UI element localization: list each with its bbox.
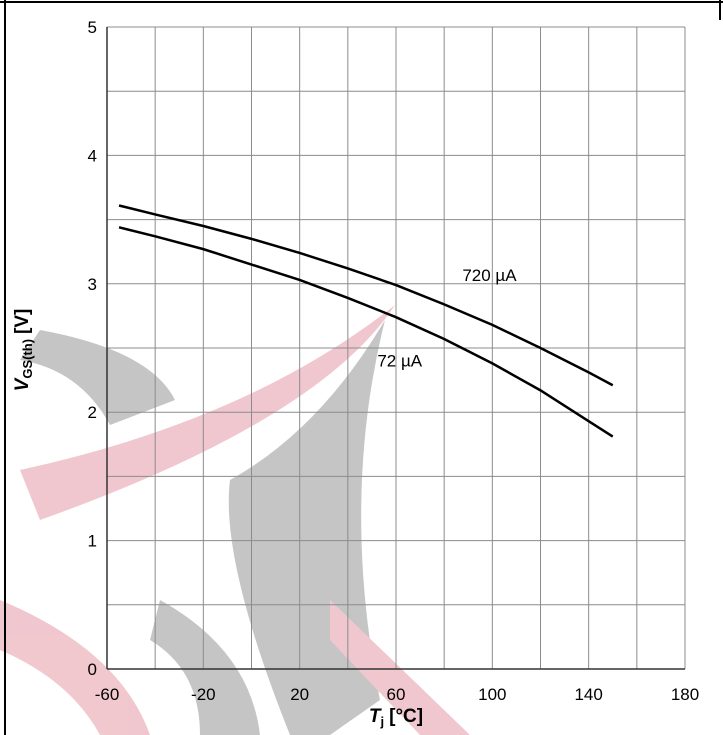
y-subscript: GS(th) [20, 339, 35, 379]
y-tick-label: 4 [88, 146, 97, 165]
y-unit: [V] [12, 309, 33, 334]
watermark [0, 305, 470, 735]
series-line [118, 226, 614, 438]
y-tick-label: 1 [88, 532, 97, 551]
x-axis-title: Tj [°C] [369, 706, 423, 729]
x-tick-label: 100 [478, 685, 506, 704]
y-tick-label: 5 [88, 18, 97, 37]
y-tick-label: 0 [88, 660, 97, 679]
y-tick-label: 2 [88, 403, 97, 422]
x-unit: [°C] [389, 706, 423, 727]
x-tick-label: 20 [290, 685, 309, 704]
x-subscript: j [380, 714, 385, 729]
series-line [118, 204, 614, 387]
x-symbol: T [369, 706, 382, 727]
series-label: 720 µA [462, 266, 517, 285]
y-axis-title: VGS(th) [V] [12, 309, 35, 392]
x-tick-label: 140 [574, 685, 602, 704]
x-tick-label: 60 [387, 685, 406, 704]
x-tick-label: -60 [95, 685, 120, 704]
x-tick-label: -20 [191, 685, 216, 704]
x-tick-label: 180 [671, 685, 699, 704]
series-label: 72 µA [377, 351, 422, 370]
y-tick-label: 3 [88, 275, 97, 294]
y-symbol: V [12, 377, 33, 391]
